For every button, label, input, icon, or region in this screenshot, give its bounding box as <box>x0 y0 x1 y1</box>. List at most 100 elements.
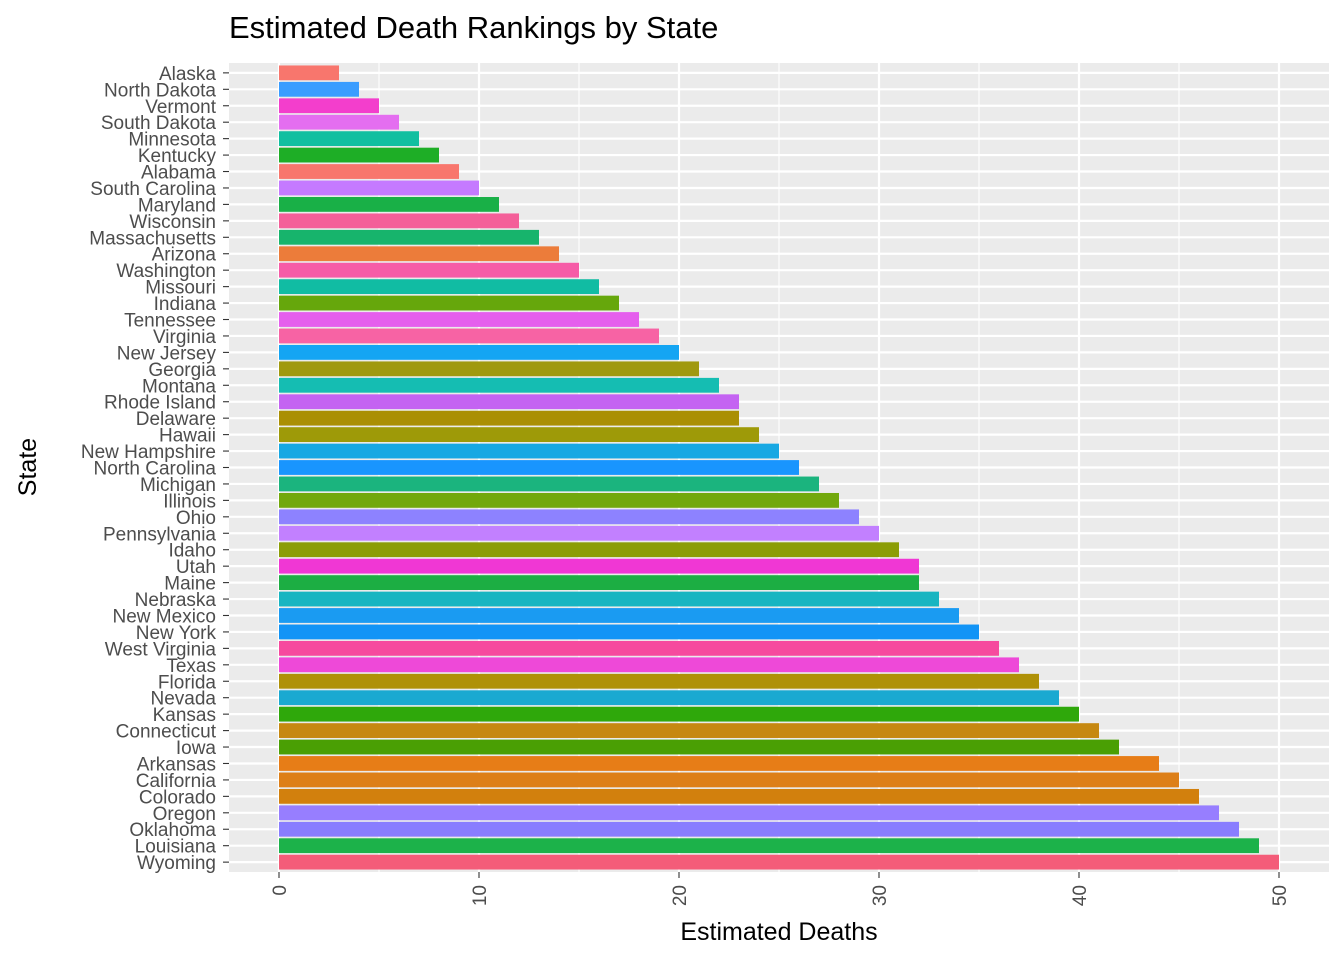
y-tick-label: Arkansas <box>137 754 216 775</box>
y-tick-label: Hawaii <box>159 426 216 447</box>
y-tick-label: New Hampshire <box>81 442 216 463</box>
y-tick-label: Illinois <box>163 491 216 512</box>
bar <box>279 838 1259 854</box>
bar <box>279 640 999 656</box>
bar <box>279 410 739 426</box>
bar <box>279 295 619 311</box>
bar <box>279 591 939 607</box>
x-axis: 0 10 20 30 40 50 <box>270 872 1291 906</box>
y-tick-label: Texas <box>166 656 216 677</box>
bar <box>279 624 979 640</box>
bar <box>279 427 759 443</box>
x-tick-label: 0 <box>270 885 291 896</box>
bar <box>279 608 959 623</box>
y-tick-label: Oklahoma <box>129 820 216 841</box>
y-tick-label: Iowa <box>176 738 217 759</box>
y-tick-label: Maine <box>164 574 216 595</box>
bar <box>279 443 779 459</box>
y-tick-label: Vermont <box>145 97 216 118</box>
y-tick-label: Colorado <box>139 787 216 808</box>
bar <box>279 262 579 278</box>
bar <box>279 657 1019 673</box>
bar <box>279 213 519 229</box>
y-tick-label: Alabama <box>141 163 216 184</box>
bar <box>279 81 359 97</box>
bars <box>279 65 1279 870</box>
bar <box>279 492 839 508</box>
y-axis-title: State <box>14 438 42 496</box>
y-tick-label: Nevada <box>151 689 217 710</box>
bar <box>279 673 1039 689</box>
y-tick-label: Florida <box>158 672 217 693</box>
y-tick-label: Michigan <box>140 475 216 496</box>
bar <box>279 460 799 475</box>
x-tick-label: 10 <box>470 885 491 906</box>
bar <box>279 361 699 377</box>
x-tick-label: 40 <box>1070 885 1091 906</box>
bar <box>279 542 899 558</box>
y-tick-label: North Carolina <box>94 459 217 480</box>
y-tick-label: Delaware <box>136 409 216 430</box>
bar <box>279 246 559 262</box>
bar <box>279 344 679 360</box>
y-tick-label: Minnesota <box>128 130 216 151</box>
bar <box>279 575 919 591</box>
y-tick-label: Arizona <box>152 245 217 266</box>
y-tick-label: New Jersey <box>117 343 217 364</box>
y-tick-label: Washington <box>116 261 216 282</box>
chart-title: Estimated Death Rankings by State <box>229 10 718 45</box>
x-tick-label: 30 <box>870 885 891 906</box>
bar <box>279 180 479 196</box>
y-tick-label: Pennsylvania <box>103 524 216 545</box>
y-tick-label: Louisiana <box>135 837 217 858</box>
y-tick-label: Wyoming <box>137 853 216 874</box>
y-tick-label: Montana <box>142 376 216 397</box>
y-tick-label: Idaho <box>168 541 216 562</box>
y-tick-label: Kentucky <box>138 146 217 167</box>
bar <box>279 525 879 541</box>
x-tick-label: 50 <box>1270 885 1291 906</box>
bar <box>279 328 659 344</box>
bar <box>279 197 499 212</box>
bar <box>279 739 1119 755</box>
y-tick-label: Nebraska <box>135 590 217 611</box>
y-tick-label: Virginia <box>153 327 216 348</box>
y-tick-label: Missouri <box>145 278 216 299</box>
y-tick-label: New Mexico <box>113 606 216 627</box>
bar <box>279 690 1059 706</box>
bar <box>279 98 379 114</box>
y-tick-label: Tennessee <box>124 311 216 332</box>
bar <box>279 558 919 574</box>
y-tick-label: Rhode Island <box>104 393 216 414</box>
y-tick-label: Connecticut <box>116 722 217 743</box>
bar <box>279 147 439 163</box>
bar <box>279 788 1199 804</box>
y-tick-label: South Dakota <box>101 113 217 134</box>
bar <box>279 229 539 245</box>
y-tick-label: Maryland <box>138 195 216 216</box>
y-tick-label: Ohio <box>176 508 216 529</box>
y-tick-label: Alaska <box>159 64 216 85</box>
y-tick-label: New York <box>136 623 217 644</box>
x-tick-label: 20 <box>670 885 691 906</box>
bar <box>279 723 1099 738</box>
x-axis-title: Estimated Deaths <box>680 918 877 946</box>
y-tick-label: Utah <box>176 557 216 578</box>
y-tick-label: Massachusetts <box>89 228 216 249</box>
bar <box>279 131 419 147</box>
bar <box>279 312 639 327</box>
bar <box>279 854 1279 870</box>
y-tick-label: California <box>136 771 217 792</box>
bar <box>279 377 719 393</box>
y-tick-label: Wisconsin <box>129 212 216 233</box>
bar <box>279 394 739 410</box>
y-tick-label: Georgia <box>148 360 216 381</box>
bar <box>279 114 399 130</box>
y-tick-label: Kansas <box>153 705 216 726</box>
y-tick-label: Indiana <box>154 294 217 315</box>
bar <box>279 164 459 179</box>
y-tick-label: North Dakota <box>104 80 216 101</box>
y-tick-label: Oregon <box>153 804 216 825</box>
